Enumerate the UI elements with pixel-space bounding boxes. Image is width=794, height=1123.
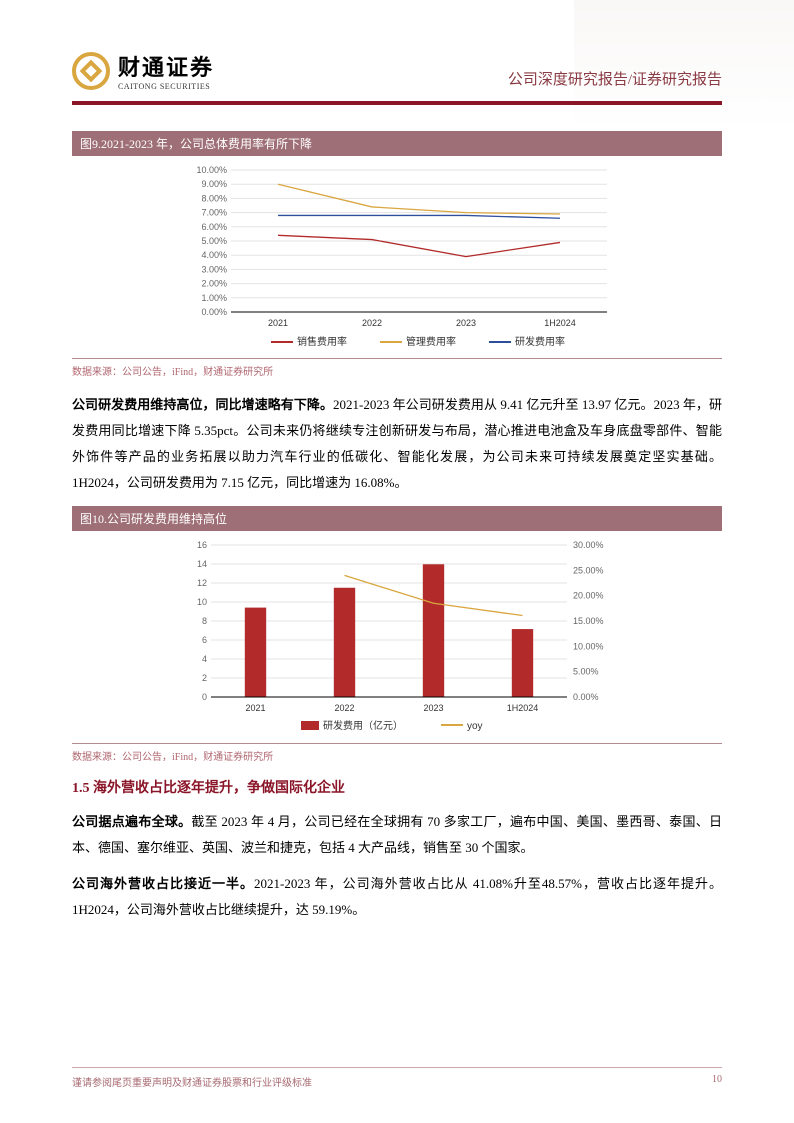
- svg-text:0.00%: 0.00%: [201, 307, 227, 317]
- svg-text:4.00%: 4.00%: [201, 250, 227, 260]
- figure10-source: 数据来源：公司公告，iFind，财通证券研究所: [72, 743, 722, 763]
- svg-text:1H2024: 1H2024: [544, 318, 576, 328]
- page-number: 10: [712, 1074, 722, 1089]
- svg-text:10.00%: 10.00%: [573, 641, 604, 651]
- svg-text:16: 16: [197, 540, 207, 550]
- para2-lead: 公司据点遍布全球。: [72, 814, 191, 829]
- brand-name-cn: 财通证券: [118, 50, 214, 82]
- svg-text:研发费用（亿元）: 研发费用（亿元）: [323, 719, 403, 732]
- figure10-title: 图10.公司研发费用维持高位: [72, 506, 722, 531]
- section-1-5-heading: 1.5 海外营收占比逐年提升，争做国际化企业: [72, 777, 722, 797]
- svg-text:销售费用率: 销售费用率: [297, 335, 347, 348]
- brand-name-en: CAITONG SECURITIES: [118, 82, 214, 91]
- svg-text:研发费用率: 研发费用率: [515, 335, 565, 348]
- svg-text:14: 14: [197, 559, 207, 569]
- svg-text:0.00%: 0.00%: [573, 692, 599, 702]
- svg-text:6.00%: 6.00%: [201, 222, 227, 232]
- svg-text:2.00%: 2.00%: [201, 279, 227, 289]
- svg-text:2022: 2022: [362, 318, 382, 328]
- svg-text:30.00%: 30.00%: [573, 540, 604, 550]
- svg-text:8: 8: [202, 616, 207, 626]
- figure9-source: 数据来源：公司公告，iFind，财通证券研究所: [72, 358, 722, 378]
- brand-text: 财通证券 CAITONG SECURITIES: [118, 50, 214, 91]
- paragraph-rd-expense: 公司研发费用维持高位，同比增速略有下降。2021-2023 年公司研发费用从 9…: [72, 392, 722, 496]
- brand-logo-icon: [72, 52, 110, 90]
- page-header: 财通证券 CAITONG SECURITIES 公司深度研究报告/证券研究报告: [72, 50, 722, 105]
- para1-lead: 公司研发费用维持高位，同比增速略有下降。: [72, 397, 333, 412]
- svg-text:2021: 2021: [268, 318, 288, 328]
- svg-text:12: 12: [197, 578, 207, 588]
- svg-text:1H2024: 1H2024: [507, 703, 539, 713]
- svg-text:1.00%: 1.00%: [201, 293, 227, 303]
- svg-text:25.00%: 25.00%: [573, 565, 604, 575]
- svg-text:4: 4: [202, 654, 207, 664]
- svg-text:2022: 2022: [334, 703, 354, 713]
- figure9-title: 图9.2021-2023 年，公司总体费用率有所下降: [72, 131, 722, 156]
- svg-text:yoy: yoy: [467, 721, 483, 732]
- svg-text:管理费用率: 管理费用率: [406, 335, 456, 348]
- report-type: 公司深度研究报告/证券研究报告: [508, 68, 722, 91]
- svg-text:3.00%: 3.00%: [201, 264, 227, 274]
- figure9-chart: 0.00% 1.00% 2.00% 3.00% 4.00% 5.00% 6.00% 7.00%…: [72, 162, 722, 352]
- brand-logo-block: 财通证券 CAITONG SECURITIES: [72, 50, 214, 91]
- svg-text:5.00%: 5.00%: [201, 236, 227, 246]
- svg-text:2: 2: [202, 673, 207, 683]
- para3-lead: 公司海外营收占比接近一半。: [72, 876, 254, 891]
- svg-text:10: 10: [197, 597, 207, 607]
- page-footer: 谨请参阅尾页重要声明及财通证券股票和行业评级标准 10: [72, 1067, 722, 1089]
- svg-text:6: 6: [202, 635, 207, 645]
- svg-text:2021: 2021: [245, 703, 265, 713]
- figure10-chart: 0 2 4 6 8 10 12 14 16 0.00% 5.00% 10.00% 15.00% 20.00…: [72, 537, 722, 737]
- svg-text:15.00%: 15.00%: [573, 616, 604, 626]
- svg-text:2023: 2023: [423, 703, 443, 713]
- svg-text:10.00%: 10.00%: [196, 165, 227, 175]
- paragraph-overseas-rev: 公司海外营收占比接近一半。2021-2023 年，公司海外营收占比从 41.08…: [72, 871, 722, 923]
- svg-text:0: 0: [202, 692, 207, 702]
- footer-disclaimer: 谨请参阅尾页重要声明及财通证券股票和行业评级标准: [72, 1074, 312, 1089]
- svg-text:8.00%: 8.00%: [201, 193, 227, 203]
- svg-text:2023: 2023: [456, 318, 476, 328]
- svg-text:20.00%: 20.00%: [573, 591, 604, 601]
- svg-text:7.00%: 7.00%: [201, 208, 227, 218]
- svg-text:9.00%: 9.00%: [201, 179, 227, 189]
- paragraph-global: 公司据点遍布全球。截至 2023 年 4 月，公司已经在全球拥有 70 多家工厂…: [72, 809, 722, 861]
- svg-text:5.00%: 5.00%: [573, 667, 599, 677]
